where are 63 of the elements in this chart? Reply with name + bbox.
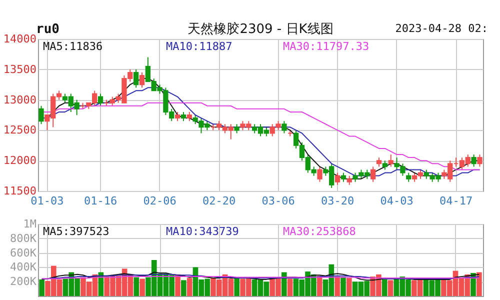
bar — [334, 276, 340, 296]
candlestick — [139, 72, 145, 88]
y-tick-label: 13000 — [3, 93, 36, 106]
bar — [287, 278, 293, 296]
x-tick-label: 02-20 — [202, 194, 236, 208]
candlestick — [340, 172, 346, 182]
x-tick-label: 04-17 — [439, 194, 473, 208]
y-tick-label: 12500 — [3, 124, 36, 137]
bar — [140, 278, 145, 296]
text: MA5:11836 — [43, 40, 103, 53]
x-tick-label: 01-03 — [30, 194, 64, 208]
bar — [346, 278, 352, 296]
candlestick — [376, 157, 382, 168]
text: 2023-04-28 02: — [395, 22, 488, 35]
candlestick — [471, 154, 476, 168]
y-tick-label: 12000 — [3, 154, 36, 168]
candlestick — [406, 172, 412, 182]
y-tick-label: 600K — [10, 246, 37, 260]
candlestick — [180, 111, 186, 122]
text: MA30:253868 — [283, 225, 356, 238]
bar — [382, 279, 388, 296]
x-tick-label: 04-03 — [380, 194, 414, 208]
y-tick-label: 800K — [10, 232, 37, 245]
candlestick — [388, 154, 394, 168]
x-tick-label: 03-20 — [320, 194, 354, 208]
y-tick-label: 400K — [10, 260, 37, 274]
candlestick — [477, 154, 482, 168]
y-tick-label: 13500 — [3, 62, 36, 76]
chart-title: 天然橡胶2309 - 日K线图 — [188, 22, 334, 37]
candlestick — [234, 124, 240, 134]
y-tick-label: 1M — [23, 218, 37, 230]
candlestick — [174, 111, 180, 122]
bar — [186, 278, 192, 296]
candlestick — [334, 172, 340, 186]
y-tick-label: 200K — [10, 275, 37, 288]
text: MA30:11797.33 — [283, 40, 370, 53]
x-tick-label: 03-06 — [262, 194, 295, 208]
candlestick — [346, 175, 352, 186]
bar — [340, 277, 346, 296]
bar — [388, 280, 394, 296]
y-tick-label: 14000 — [3, 32, 36, 46]
text: MA5:397523 — [43, 225, 110, 238]
bar — [281, 272, 287, 296]
y-tick-label: 11500 — [3, 184, 36, 198]
bar — [476, 272, 482, 296]
text: ru0 — [36, 22, 60, 37]
candlestick — [186, 111, 192, 122]
bar — [316, 276, 322, 296]
x-tick-label: 02-06 — [143, 194, 176, 208]
text: MA10:11887 — [166, 40, 232, 53]
candlestick — [38, 105, 44, 125]
candlestick — [370, 166, 376, 182]
candlestick — [382, 160, 388, 170]
candlestick — [317, 166, 322, 182]
candlestick — [133, 68, 139, 88]
bar — [39, 279, 44, 296]
bar — [181, 280, 186, 296]
candlestick — [98, 93, 104, 106]
text: MA10:343739 — [166, 225, 239, 238]
candlestick — [282, 120, 287, 134]
bar — [134, 277, 140, 296]
bar — [234, 278, 240, 296]
x-tick-label: 01-16 — [84, 194, 118, 208]
